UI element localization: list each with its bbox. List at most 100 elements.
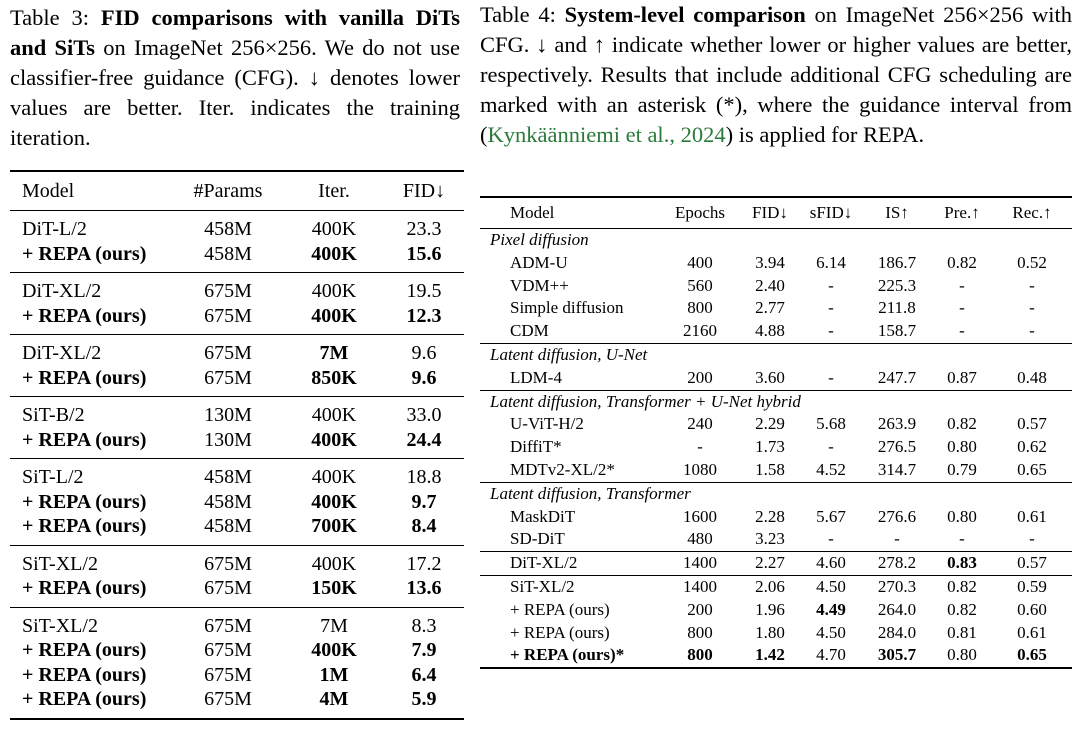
table3-caption-label: Table 3: — [10, 5, 89, 30]
table4-cell-epochs: 1400 — [660, 574, 740, 599]
table-row: LDM-4 200 3.60 - 247.7 0.87 0.48 — [480, 367, 1072, 390]
table4-cell-sfid: 4.70 — [816, 645, 846, 665]
table4-cell-is: 314.7 — [877, 459, 917, 479]
table4-cell-fid: 2.77 — [755, 298, 785, 318]
table3-cell-iter: 400K — [311, 490, 357, 513]
table4-cell-sfid: 4.50 — [800, 574, 862, 599]
table3-cell-iter: 400K — [311, 218, 357, 240]
table3-cell-model: DiT-XL/2 — [22, 280, 102, 302]
table4-cell-fid: 1.80 — [755, 622, 785, 642]
table3-cell-params: 458M — [204, 218, 252, 240]
table-row: U-ViT-H/2 240 2.29 5.68 263.9 0.82 0.57 — [480, 413, 1072, 436]
table4-cell-epochs: 480 — [687, 529, 713, 549]
table3-cell-iter: 400K — [311, 280, 357, 302]
table-row: SiT-XL/2 675M 400K 17.2 — [10, 545, 464, 576]
table4-cell-epochs: 560 — [687, 275, 713, 295]
table3-cell-fid: 7.9 — [411, 639, 437, 661]
table3-group: SiT-XL/2 675M 400K 17.2 + REPA (ours) 675M 150… — [10, 545, 464, 607]
table3-cell-params: 675M — [204, 663, 252, 686]
table-row: MaskDiT 1600 2.28 5.67 276.6 0.80 0.61 — [480, 506, 1072, 529]
table4-cell-is: 284.0 — [877, 622, 917, 642]
table4-header-precision: Pre.↑ — [944, 203, 980, 222]
table4-section: Pixel diffusion ADM-U 400 3.94 6.14 186.7 0.82… — [480, 229, 1072, 344]
table4-cell-model: SD-DiT — [510, 529, 565, 549]
table4-cell-recall: - — [1029, 298, 1035, 318]
table4-cell-model: MDTv2-XL/2* — [510, 459, 615, 479]
table3-caption: Table 3: FID comparisons with vanilla Di… — [10, 3, 460, 153]
table4-cell-is: 225.3 — [877, 275, 917, 295]
table3-cell-model: + REPA (ours) — [22, 577, 147, 599]
table3-cell-params: 675M — [204, 688, 252, 710]
table3-cell-model: SiT-L/2 — [22, 466, 84, 488]
table4-cell-recall: 0.62 — [1017, 437, 1047, 457]
table4-cell-is: 263.9 — [877, 414, 917, 434]
table4-cell-model: VDM++ — [510, 275, 569, 295]
table3-cell-iter: 400K — [311, 552, 357, 575]
table-row: + REPA (ours) 675M 400K 12.3 — [10, 304, 464, 335]
table4-cell-model: Simple diffusion — [510, 298, 624, 318]
table3-cell-fid: 17.2 — [406, 552, 442, 575]
table4-section-title: Latent diffusion, U-Net — [490, 344, 648, 364]
table4-header-is: IS↑ — [885, 203, 909, 222]
table4-cell-precision: 0.79 — [947, 459, 977, 479]
table4-cell-epochs: 800 — [687, 622, 713, 642]
table-row: SD-DiT 480 3.23 - - - - — [480, 528, 1072, 551]
table3: Model #Params Iter. FID↓ DiT-L/2 458M 400K… — [10, 170, 464, 720]
table3-group: DiT-L/2 458M 400K 23.3 + REPA (ours) 458M 400K… — [10, 211, 464, 273]
table3-column: Table 3: FID comparisons with vanilla Di… — [10, 0, 464, 719]
table3-cell-params: 675M — [204, 366, 252, 389]
table4-cell-recall: 0.65 — [1017, 645, 1047, 665]
table3-cell-model: SiT-XL/2 — [22, 614, 98, 637]
table3-cell-iter: 150K — [311, 577, 357, 599]
table4-cell-recall: - — [1029, 321, 1035, 341]
table4-citation-link[interactable]: Kynkäänniemi et al., 2024 — [487, 122, 726, 147]
table3-cell-iter: 400K — [311, 466, 357, 488]
table3-cell-iter: 400K — [311, 428, 357, 451]
table4-cell-model: LDM-4 — [510, 367, 562, 387]
table4-cell-sfid: 4.52 — [816, 459, 846, 479]
table3-cell-model: + REPA (ours) — [22, 490, 147, 513]
table4-cell-epochs: 1600 — [683, 506, 717, 526]
table4-section-title: Latent diffusion, Transformer + U-Net hy… — [490, 391, 801, 411]
table4-cell-model: DiffiT* — [510, 437, 562, 457]
table3-cell-model: + REPA (ours) — [22, 515, 147, 537]
table4-cell-precision: - — [959, 298, 965, 318]
table4-caption-label: Table 4: — [480, 2, 556, 27]
table4-cell-is: - — [894, 529, 900, 549]
table3-cell-iter: 400K — [311, 304, 357, 327]
table4-cell-sfid: 4.50 — [816, 622, 846, 642]
table3-group: SiT-XL/2 675M 7M 8.3 + REPA (ours) 675M 400K 7.… — [10, 607, 464, 719]
table-row: + REPA (ours) 800 1.80 4.50 284.0 0.81 0.61 — [480, 622, 1072, 645]
table-row: SiT-L/2 458M 400K 18.8 — [10, 459, 464, 490]
table3-header-params: #Params — [193, 180, 263, 202]
table4-cell-epochs: 400 — [687, 252, 713, 272]
table4-cell-fid: 2.06 — [740, 574, 800, 599]
table3-cell-model: SiT-XL/2 — [22, 552, 98, 575]
table3-cell-fid: 9.6 — [411, 342, 437, 364]
table3-header-model: Model — [22, 180, 75, 202]
table4-cell-precision: 0.82 — [947, 252, 977, 272]
table4-cell-sfid: 4.60 — [800, 551, 862, 576]
table3-cell-iter: 7M — [320, 614, 348, 637]
table4-cell-is: 305.7 — [877, 645, 917, 665]
table3-caption-bold: FID comparisons with vanilla DiTs and Si… — [10, 5, 460, 60]
table3-cell-fid: 23.3 — [406, 218, 442, 240]
table3-cell-params: 675M — [204, 614, 252, 637]
table3-cell-fid: 33.0 — [406, 404, 442, 426]
table3-cell-fid: 9.6 — [411, 366, 437, 389]
table-row: CDM 2160 4.88 - 158.7 - - — [480, 320, 1072, 343]
table4-cell-fid: 1.73 — [755, 437, 785, 457]
table4-header-recall: Rec.↑ — [1012, 203, 1052, 222]
table4-cell-fid: 3.60 — [755, 367, 785, 387]
table-row: + REPA (ours)* 800 1.42 4.70 305.7 0.80 0.65 — [480, 644, 1072, 668]
table-row: + REPA (ours) 458M 400K 15.6 — [10, 242, 464, 273]
table3-cell-fid: 8.4 — [411, 515, 437, 537]
table3-cell-params: 130M — [204, 404, 252, 426]
table4-cell-model: SiT-XL/2 — [480, 574, 660, 599]
table4-cell-sfid: - — [828, 367, 834, 387]
table4-cell-sfid: 6.14 — [816, 252, 846, 272]
table4-cell-fid: 1.58 — [755, 459, 785, 479]
table4-cell-epochs: 2160 — [683, 321, 717, 341]
table4-cell-is: 158.7 — [877, 321, 917, 341]
table4-column: Table 4: System-level comparison on Imag… — [480, 0, 1072, 669]
